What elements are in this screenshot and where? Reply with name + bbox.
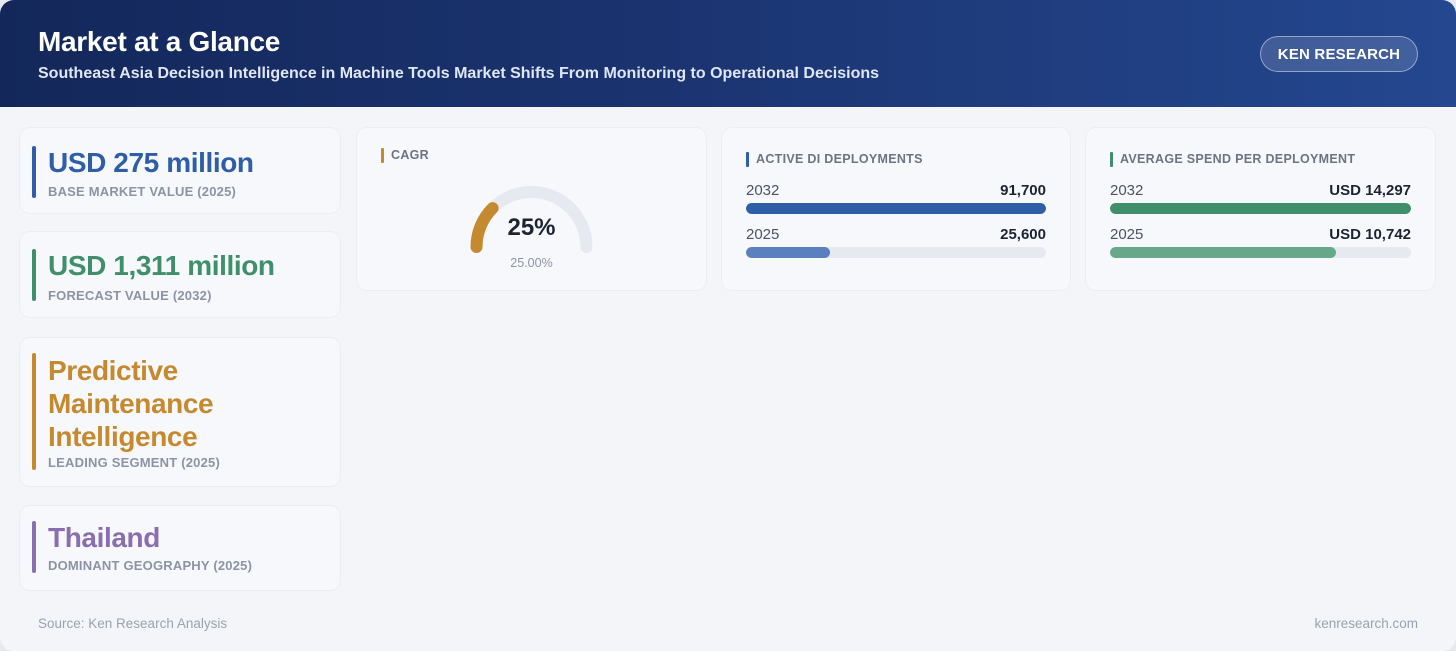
- chart-title-text: AVERAGE SPEND PER DEPLOYMENT: [1120, 152, 1356, 166]
- bar-track: [1110, 247, 1411, 258]
- kpi-value: USD 1,311 million: [48, 250, 275, 281]
- page-subtitle: Southeast Asia Decision Intelligence in …: [38, 65, 880, 82]
- kpi-label: BASE MARKET VALUE (2025): [48, 184, 237, 199]
- bar-value-label: 25,600: [1000, 226, 1046, 243]
- chart-title: ACTIVE DI DEPLOYMENTS: [746, 152, 923, 167]
- cagr-title-text: CAGR: [391, 148, 430, 162]
- bar-fill: [746, 203, 1046, 214]
- brand-badge[interactable]: KEN RESEARCH: [1260, 36, 1418, 72]
- kpi-accent-bar: [32, 146, 36, 198]
- kpi-card-leading-segment: Predictive Maintenance Intelligence LEAD…: [20, 338, 340, 486]
- page-title: Market at a Glance: [38, 26, 281, 57]
- bar-category-label: 2032: [1110, 182, 1144, 199]
- site-link[interactable]: kenresearch.com: [1314, 616, 1418, 631]
- bar-fill: [1110, 247, 1337, 258]
- bar-value-label: USD 10,742: [1329, 226, 1411, 243]
- bar-track: [1110, 203, 1411, 214]
- gauge-fill: [470, 202, 499, 253]
- title-accent-tick: [381, 148, 384, 163]
- kpi-value: USD 275 million: [48, 147, 254, 178]
- bar-track: [746, 247, 1046, 258]
- bar-value-label: USD 14,297: [1329, 182, 1411, 199]
- cagr-gauge: [470, 186, 593, 253]
- chart-title: AVERAGE SPEND PER DEPLOYMENT: [1110, 152, 1356, 167]
- cagr-title: CAGR: [381, 148, 430, 163]
- kpi-value-line: Intelligence: [48, 421, 198, 452]
- kpi-value: Thailand: [48, 522, 160, 553]
- header-banner: Market at a Glance Southeast Asia Decisi…: [0, 0, 1456, 107]
- kpi-accent-bar: [32, 353, 36, 470]
- bar-category-label: 2032: [746, 182, 780, 199]
- bar-category-label: 2025: [1110, 226, 1144, 243]
- title-accent-tick: [746, 152, 749, 167]
- active-deployments-card: ACTIVE DI DEPLOYMENTS 2032 91,700 2025 2…: [722, 128, 1070, 290]
- bar-fill: [1110, 203, 1411, 214]
- cagr-value: 25%: [507, 214, 556, 241]
- kpi-card-forecast-value: USD 1,311 million FORECAST VALUE (2032): [20, 232, 340, 317]
- kpi-label: LEADING SEGMENT (2025): [48, 455, 220, 470]
- cagr-card: CAGR 25% 25.00%: [357, 128, 706, 290]
- kpi-value: Predictive Maintenance Intelligence: [48, 354, 214, 453]
- chart-title-text: ACTIVE DI DEPLOYMENTS: [756, 152, 923, 166]
- bar-category-label: 2025: [746, 226, 780, 243]
- kpi-accent-bar: [32, 249, 36, 301]
- kpi-label: DOMINANT GEOGRAPHY (2025): [48, 558, 253, 573]
- title-accent-tick: [1110, 152, 1113, 167]
- source-note: Source: Ken Research Analysis: [38, 616, 228, 631]
- kpi-card-base-value: USD 275 million BASE MARKET VALUE (2025): [20, 128, 340, 213]
- bar-track: [746, 203, 1046, 214]
- average-spend-card: AVERAGE SPEND PER DEPLOYMENT 2032 USD 14…: [1086, 128, 1435, 290]
- kpi-card-geography: Thailand DOMINANT GEOGRAPHY (2025): [20, 506, 340, 590]
- bar-value-label: 91,700: [1000, 182, 1046, 199]
- kpi-accent-bar: [32, 521, 36, 573]
- kpi-value-line: Maintenance: [48, 388, 214, 419]
- kpi-label: FORECAST VALUE (2032): [48, 288, 212, 303]
- kpi-value-line: Predictive: [48, 355, 178, 386]
- cagr-subvalue: 25.00%: [510, 256, 553, 270]
- bar-fill: [746, 247, 830, 258]
